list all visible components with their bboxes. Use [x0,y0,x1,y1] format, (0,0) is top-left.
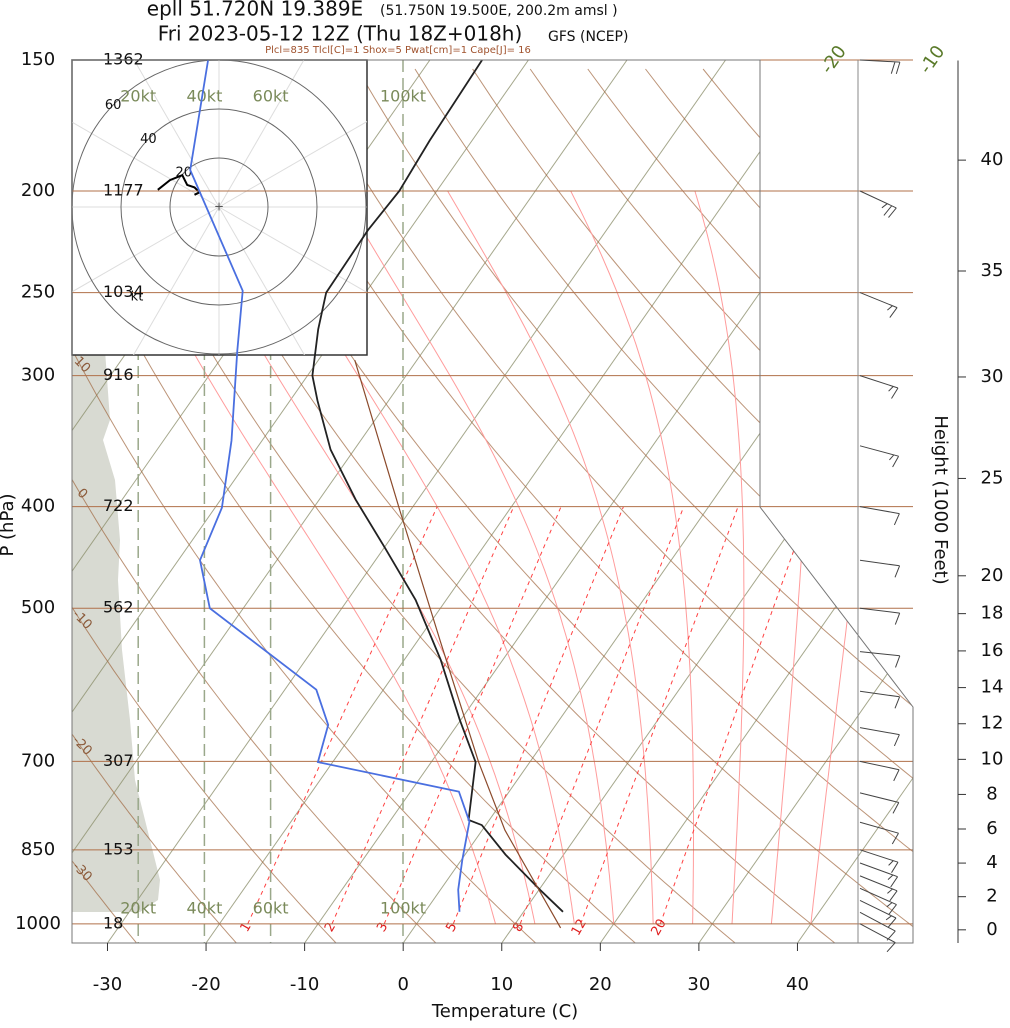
level-height-label: 722 [103,496,134,515]
y2-tick-label: 2 [986,886,997,907]
y2-tick-label: 35 [981,260,1004,281]
level-height-label: 916 [103,365,134,384]
x-tick-label: -10 [290,974,319,995]
level-height-label: 562 [103,598,134,617]
y2-tick-label: 40 [981,149,1004,170]
wind-scale-label: 100kt [380,87,426,106]
y-tick-label: 150 [21,49,55,70]
y-tick-label: 1000 [15,913,61,934]
level-height-label: 1034 [103,282,144,301]
x-tick-label: 40 [786,974,809,995]
x-axis-label: Temperature (C) [431,1001,578,1022]
y2-tick-label: 12 [981,713,1004,734]
model-name: GFS (NCEP) [548,29,628,45]
y2-tick-label: 0 [986,919,997,940]
x-tick-label: -30 [93,974,122,995]
chart-title: epll 51.720N 19.389E [147,0,363,21]
wind-scale-label: 20kt [120,87,156,106]
y2-tick-label: 25 [981,467,1004,488]
chart-subtitle: Fri 2023-05-12 12Z (Thu 18Z+018h) [158,22,523,46]
wind-scale-label: 100kt [380,899,426,918]
y2-tick-label: 20 [981,565,1004,586]
y-tick-label: 400 [21,496,55,517]
wind-scale-label: 40kt [186,87,222,106]
y-tick-label: 300 [21,365,55,386]
level-height-label: 1362 [103,50,144,69]
y2-tick-label: 16 [981,640,1004,661]
y-tick-label: 250 [21,282,55,303]
title-note: (51.750N 19.500E, 200.2m amsl ) [380,3,618,19]
y2-tick-label: 8 [986,783,997,804]
y2-tick-label: 18 [981,603,1004,624]
y2-tick-label: 4 [986,852,997,873]
hodograph-ring-label: 40 [140,132,157,147]
y-tick-label: 700 [21,750,55,771]
y-axis-label: P (hPa) [0,493,18,556]
level-height-label: 307 [103,751,134,770]
wind-scale-label: 20kt [120,899,156,918]
x-tick-label: 10 [490,974,513,995]
y-tick-label: 850 [21,839,55,860]
y-tick-label: 200 [21,180,55,201]
indices: Plcl=835 Tlcl[C]=1 Shox=5 Pwat[cm]=1 Cap… [265,45,531,56]
y2-tick-label: 14 [981,677,1004,698]
x-tick-label: 30 [687,974,710,995]
y2-tick-label: 10 [981,748,1004,769]
wind-scale-label: 40kt [186,899,222,918]
y-tick-label: 500 [21,597,55,618]
x-tick-label: 20 [589,974,612,995]
hodograph-center: + [214,200,224,214]
x-tick-label: -20 [191,974,220,995]
wind-scale-label: 60kt [253,899,289,918]
wind-scale-label: 60kt [253,87,289,106]
y2-tick-label: 30 [981,366,1004,387]
y2-tick-label: 6 [986,818,997,839]
hodograph-ring-label: 60 [105,98,122,113]
x-tick-label: 0 [397,974,408,995]
y2-axis-label: Height (1000 Feet) [930,415,951,584]
level-height-label: 1177 [103,180,144,199]
level-height-label: 153 [103,839,134,858]
